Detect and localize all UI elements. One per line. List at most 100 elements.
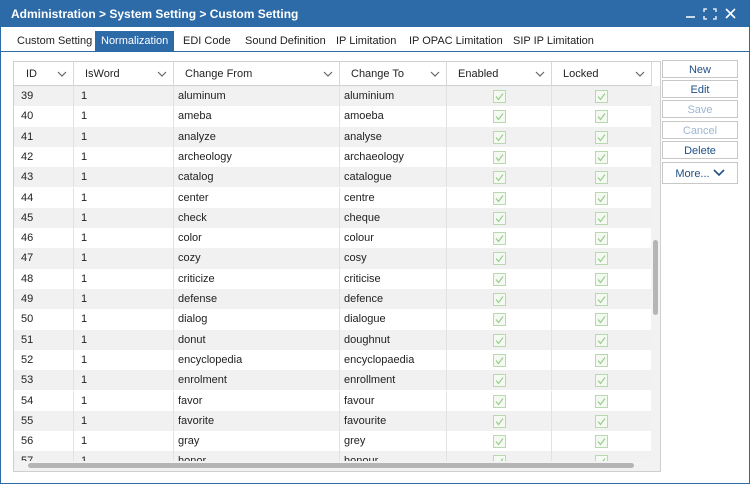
cell xyxy=(552,167,652,188)
grid-row[interactable]: 40 1 ameba amoeba xyxy=(14,106,652,127)
grid-row[interactable]: 46 1 color colour xyxy=(14,228,652,249)
column-header[interactable]: IsWord xyxy=(74,62,174,86)
checkbox xyxy=(492,374,506,388)
cell-text: 1 xyxy=(81,435,88,448)
cell: encyclopedia xyxy=(174,349,340,371)
cell-text: 1 xyxy=(81,374,88,387)
tab[interactable]: IP Limitation xyxy=(336,35,397,47)
grid-row[interactable]: 51 1 donut doughnut xyxy=(14,329,652,350)
tab[interactable]: SIP IP Limitation xyxy=(513,35,594,47)
checkbox xyxy=(492,150,506,164)
cell-text: cozy xyxy=(178,252,201,265)
button[interactable]: New xyxy=(662,60,738,78)
cell: 42 xyxy=(14,146,74,168)
cell-text: 39 xyxy=(21,90,34,102)
cell-text: donut xyxy=(178,333,206,346)
tab[interactable]: Custom Setting xyxy=(17,35,93,47)
grid-row[interactable]: 56 1 gray grey xyxy=(14,431,652,452)
sort-dropdown[interactable] xyxy=(635,70,645,78)
cell: doughnut xyxy=(340,329,447,350)
column-header[interactable]: ID xyxy=(14,62,74,86)
window-title: Administration > System Setting > Custom… xyxy=(11,7,299,21)
column-title: Change To xyxy=(351,68,405,80)
cell-text: amoeba xyxy=(344,110,384,123)
cell-text: archeology xyxy=(178,150,232,163)
grid-row[interactable]: 41 1 analyze analyse xyxy=(14,126,652,147)
column-title: Locked xyxy=(563,68,599,80)
grid-row[interactable]: 48 1 criticize criticise xyxy=(14,268,652,289)
grid-row[interactable]: 43 1 catalog catalogue xyxy=(14,167,652,188)
sort-dropdown[interactable] xyxy=(323,70,333,78)
cell xyxy=(552,289,652,310)
tab[interactable]: Sound Definition xyxy=(245,35,326,47)
cell: favourite xyxy=(340,410,447,432)
scroll-thumb[interactable] xyxy=(28,463,634,468)
cell-text: 1 xyxy=(81,90,88,102)
tab[interactable]: IP OPAC Limitation xyxy=(409,35,503,47)
window-controls[interactable] xyxy=(681,6,741,22)
tab[interactable]: Normalization xyxy=(95,31,175,51)
grid-row[interactable]: 42 1 archeology archaeology xyxy=(14,146,652,168)
cell-text: 1 xyxy=(81,110,88,123)
checkbox xyxy=(492,435,506,449)
cell xyxy=(552,370,652,391)
grid-row[interactable]: 53 1 enrolment enrollment xyxy=(14,370,652,391)
grid-row[interactable]: 50 1 dialog dialogue xyxy=(14,309,652,330)
column-header[interactable]: Change To xyxy=(340,62,447,86)
grid-row[interactable]: 39 1 aluminum aluminium xyxy=(14,86,652,107)
checkbox xyxy=(492,414,506,428)
cell: 1 xyxy=(74,410,174,432)
checkbox xyxy=(492,211,506,225)
sort-dropdown[interactable] xyxy=(430,70,440,78)
cell: amoeba xyxy=(340,106,447,127)
cell xyxy=(552,329,652,350)
sort-dropdown[interactable] xyxy=(57,70,67,78)
button[interactable]: Delete xyxy=(662,141,738,159)
checkbox xyxy=(595,232,608,246)
cell xyxy=(552,248,652,269)
cell-text: color xyxy=(178,232,202,245)
sort-dropdown[interactable] xyxy=(157,70,167,78)
cell: 1 xyxy=(74,289,174,310)
button[interactable]: More... xyxy=(662,162,738,184)
cell-text: 1 xyxy=(81,272,88,285)
grid-row[interactable]: 49 1 defense defence xyxy=(14,289,652,310)
tab-underline xyxy=(1,51,749,52)
cell: archaeology xyxy=(340,146,447,168)
grid-row[interactable]: 47 1 cozy cosy xyxy=(14,248,652,269)
cell-text: 1 xyxy=(81,191,88,204)
cell-text: favour xyxy=(344,394,375,407)
cell xyxy=(552,390,652,411)
column-header[interactable]: Enabled xyxy=(447,62,552,86)
button[interactable]: Edit xyxy=(662,80,738,98)
cell-text: ameba xyxy=(178,110,212,123)
grid-row[interactable]: 55 1 favorite favourite xyxy=(14,410,652,432)
vertical-scrollbar[interactable] xyxy=(651,86,660,471)
scroll-thumb[interactable] xyxy=(653,240,658,315)
cell: 54 xyxy=(14,390,74,411)
grid-row[interactable]: 54 1 favor favour xyxy=(14,390,652,411)
cell-text: 1 xyxy=(81,130,88,143)
grid-row[interactable]: 44 1 center centre xyxy=(14,187,652,208)
cell-text: 42 xyxy=(21,150,34,163)
horizontal-scrollbar[interactable] xyxy=(14,461,651,471)
checkbox xyxy=(492,191,506,205)
cell: aluminium xyxy=(340,86,447,107)
cell: center xyxy=(174,187,340,208)
checkbox xyxy=(492,353,506,367)
cell: 43 xyxy=(14,167,74,188)
cell-text: centre xyxy=(344,191,375,204)
cell xyxy=(552,146,652,168)
column-header[interactable]: Locked xyxy=(552,62,652,86)
tab[interactable]: EDI Code xyxy=(183,35,231,47)
cell: color xyxy=(174,228,340,249)
cell: colour xyxy=(340,228,447,249)
column-header[interactable]: Change From xyxy=(174,62,340,86)
sort-dropdown[interactable] xyxy=(535,70,545,78)
cell: 1 xyxy=(74,207,174,229)
grid-row[interactable]: 52 1 encyclopedia encyclopaedia xyxy=(14,349,652,371)
cell: enrolment xyxy=(174,370,340,391)
cell-text: 1 xyxy=(81,232,88,245)
grid-row[interactable]: 45 1 check cheque xyxy=(14,207,652,229)
